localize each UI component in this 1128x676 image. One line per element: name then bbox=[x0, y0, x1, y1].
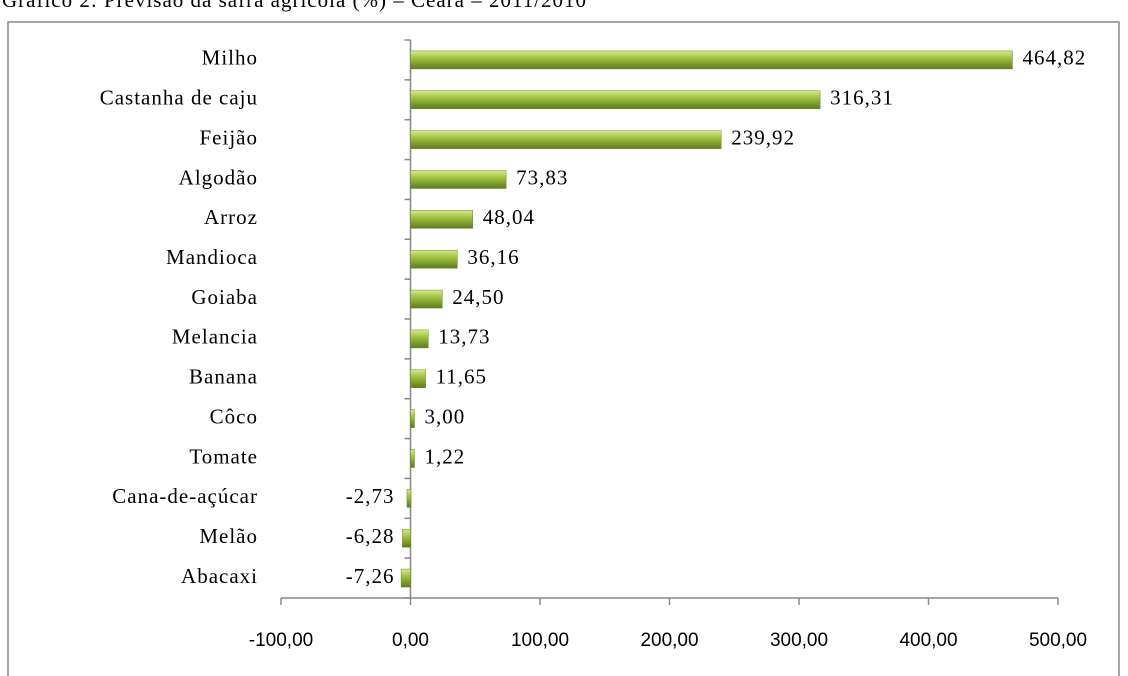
value-label: 239,92 bbox=[731, 125, 795, 149]
bar bbox=[410, 130, 722, 149]
bar bbox=[410, 170, 507, 189]
bar bbox=[402, 528, 411, 548]
value-label: 464,82 bbox=[1022, 46, 1086, 70]
y-tick-label: Arroz bbox=[204, 205, 258, 229]
bar bbox=[410, 329, 429, 349]
y-tick-label: Algodão bbox=[179, 165, 258, 189]
chart-title: Gráfico 2: Previsão da safra agrícola (%… bbox=[2, 0, 587, 12]
y-tick-label: Melancia bbox=[172, 325, 258, 349]
x-tick-label: 500,00 bbox=[1029, 630, 1087, 651]
y-tick-label: Melão bbox=[199, 524, 258, 548]
y-tick-label: Tomate bbox=[189, 444, 258, 468]
y-tick-label: Mandioca bbox=[166, 245, 258, 269]
value-label: -7,26 bbox=[346, 564, 395, 588]
y-tick-label: Cana-de-açúcar bbox=[112, 484, 258, 508]
bar bbox=[410, 210, 473, 229]
value-label: 316,31 bbox=[830, 86, 894, 110]
y-tick-label: Banana bbox=[189, 365, 258, 389]
x-tick-label: 100,00 bbox=[511, 630, 569, 651]
y-tick-label: Goiaba bbox=[191, 285, 258, 309]
value-label: 48,04 bbox=[483, 205, 535, 229]
bar bbox=[410, 409, 415, 428]
chart-frame bbox=[7, 21, 1120, 676]
y-tick-label: Feijão bbox=[200, 125, 259, 149]
y-tick-label: Castanha de caju bbox=[100, 86, 258, 110]
y-tick-label: Milho bbox=[202, 46, 258, 70]
bar bbox=[410, 50, 1013, 70]
x-tick-label: 0,00 bbox=[392, 630, 429, 651]
bar bbox=[410, 249, 458, 269]
bar bbox=[410, 289, 443, 309]
value-label: 1,22 bbox=[425, 444, 466, 468]
x-tick-label: 200,00 bbox=[640, 630, 698, 651]
value-label: 3,00 bbox=[425, 404, 466, 428]
x-tick-label: 400,00 bbox=[899, 630, 957, 651]
x-tick-label: -100,00 bbox=[249, 630, 313, 651]
value-label: -2,73 bbox=[346, 484, 395, 508]
value-label: 36,16 bbox=[467, 245, 519, 269]
value-label: 73,83 bbox=[516, 165, 568, 189]
value-label: 13,73 bbox=[438, 325, 490, 349]
bar bbox=[406, 489, 412, 508]
bar bbox=[410, 369, 426, 389]
y-tick-label: Abacaxi bbox=[181, 564, 258, 588]
bar bbox=[410, 90, 821, 110]
value-label: 11,65 bbox=[436, 365, 487, 389]
bar bbox=[400, 568, 411, 588]
x-tick-label: 300,00 bbox=[770, 630, 828, 651]
value-label: -6,28 bbox=[346, 524, 395, 548]
y-tick-label: Côco bbox=[210, 404, 258, 428]
bar bbox=[410, 449, 415, 468]
value-label: 24,50 bbox=[452, 285, 504, 309]
